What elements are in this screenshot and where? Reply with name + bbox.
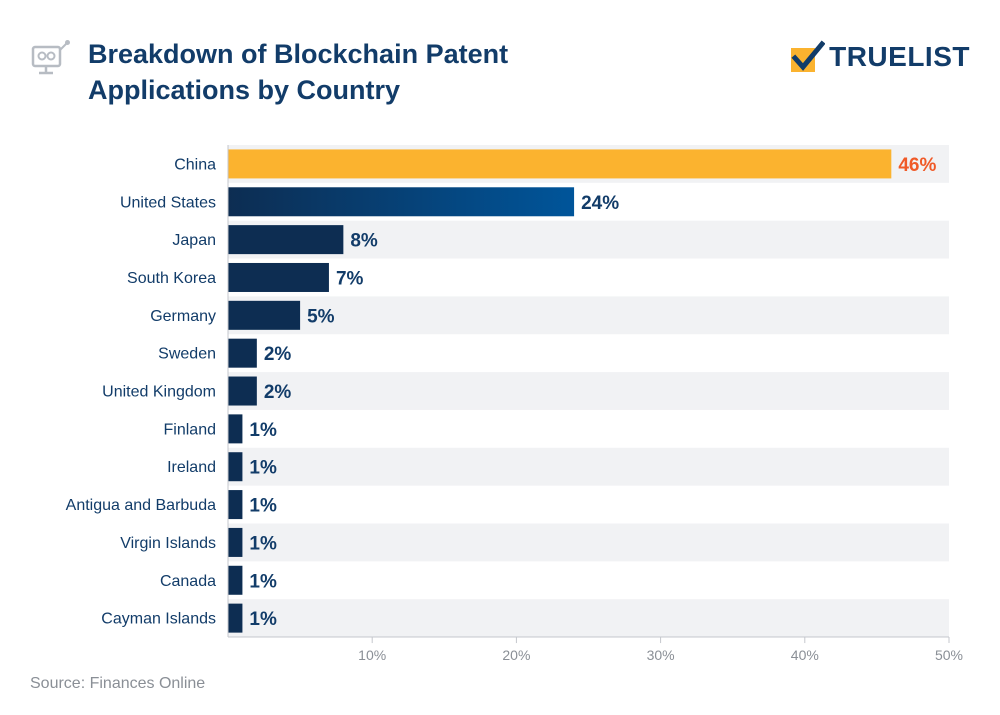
page-title: Breakdown of Blockchain Patent Applicati… <box>88 36 508 108</box>
data-label: 1% <box>249 609 277 630</box>
data-label: 24% <box>581 193 619 214</box>
bar <box>228 527 243 557</box>
bar <box>228 376 257 406</box>
data-label: 2% <box>264 344 292 365</box>
bar <box>228 225 344 255</box>
x-tick-label: 30% <box>647 647 675 663</box>
row-band <box>228 523 949 562</box>
title-line-1: Breakdown of Blockchain Patent <box>88 39 509 69</box>
data-label: 1% <box>249 420 277 441</box>
category-label: Canada <box>160 573 216 590</box>
data-label: 2% <box>264 382 292 403</box>
category-label: Finland <box>164 421 216 438</box>
row-band <box>228 220 949 259</box>
x-tick-label: 40% <box>791 647 819 663</box>
bar <box>228 187 575 217</box>
category-label: Ireland <box>167 459 216 476</box>
bar <box>228 603 243 633</box>
x-tick-label: 50% <box>935 647 963 663</box>
data-label: 7% <box>336 268 364 289</box>
data-label: 1% <box>249 533 277 554</box>
category-label: Sweden <box>158 346 216 363</box>
data-label: 8% <box>350 231 378 252</box>
bar <box>228 414 243 444</box>
category-label: United States <box>120 194 216 211</box>
data-label: 46% <box>898 155 936 176</box>
brand-logo: TRUELIST <box>789 40 970 74</box>
x-tick-label: 10% <box>358 647 386 663</box>
row-band <box>228 447 949 486</box>
bar <box>228 338 257 368</box>
bar <box>228 452 243 482</box>
bar <box>228 490 243 520</box>
bar <box>228 149 892 179</box>
blockchain-network-icon <box>30 38 72 76</box>
category-label: Antigua and Barbuda <box>66 497 216 514</box>
row-band <box>228 372 949 410</box>
bar <box>228 300 301 330</box>
checkbox-check-icon <box>791 40 826 72</box>
brand-name: TRUELIST <box>829 41 970 72</box>
x-tick-label: 20% <box>502 647 530 663</box>
row-band <box>228 296 949 335</box>
category-label: Japan <box>172 232 216 249</box>
category-label: Germany <box>150 308 216 325</box>
category-label: Cayman Islands <box>101 611 216 628</box>
data-label: 1% <box>249 496 277 517</box>
source-note: Source: Finances Online <box>30 675 206 692</box>
data-label: 1% <box>249 571 277 592</box>
data-label: 1% <box>249 458 277 479</box>
category-label: South Korea <box>127 270 216 287</box>
category-label: China <box>174 156 216 173</box>
bar <box>228 262 329 292</box>
category-label: United Kingdom <box>102 384 216 401</box>
title-line-2: Applications by Country <box>88 75 401 105</box>
row-band <box>228 599 949 638</box>
bar <box>228 565 243 595</box>
data-label: 5% <box>307 306 335 327</box>
category-label: Virgin Islands <box>120 535 216 552</box>
